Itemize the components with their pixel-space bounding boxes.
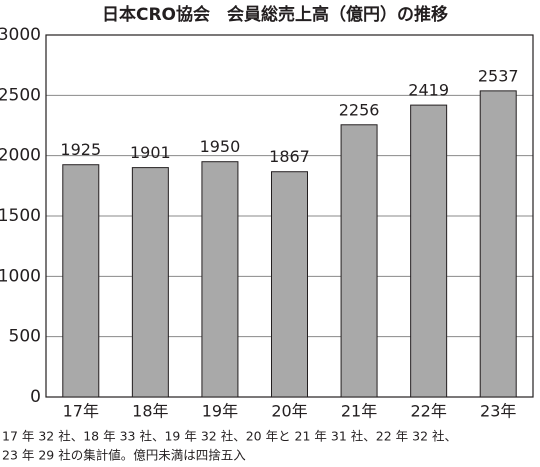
x-tick-label: 22年 xyxy=(410,402,446,421)
x-tick-label: 20年 xyxy=(271,402,307,421)
y-tick-label: 500 xyxy=(9,327,41,347)
bar xyxy=(62,164,100,398)
y-tick-label: 3000 xyxy=(0,25,41,45)
bar xyxy=(131,167,169,398)
bar xyxy=(201,161,239,398)
bar xyxy=(479,90,517,398)
bar xyxy=(410,104,448,398)
bar xyxy=(340,124,378,398)
data-label: 1901 xyxy=(130,143,171,162)
y-tick-label: 0 xyxy=(30,387,41,407)
footnote: 23 年 29 社の集計値。億円未満は四捨五入 xyxy=(2,448,246,463)
chart-title: 日本CRO協会 会員総売上高（億円）の推移 xyxy=(102,4,448,25)
x-tick-label: 23年 xyxy=(480,402,516,421)
y-tick-label: 2000 xyxy=(0,146,41,166)
footnote: 17 年 32 社、18 年 33 社、19 年 32 社、20 年と 21 年… xyxy=(2,429,457,444)
x-tick-label: 19年 xyxy=(202,402,238,421)
data-label: 2537 xyxy=(478,66,519,85)
data-label: 1925 xyxy=(60,140,101,159)
x-tick-label: 18年 xyxy=(132,402,168,421)
data-label: 2256 xyxy=(339,100,380,119)
y-tick-label: 1000 xyxy=(0,266,41,286)
y-tick-label: 2500 xyxy=(0,85,41,105)
x-tick-label: 21年 xyxy=(341,402,377,421)
y-tick-label: 1500 xyxy=(0,206,41,226)
data-label: 1867 xyxy=(269,147,310,166)
bar xyxy=(271,171,308,398)
data-label: 1950 xyxy=(200,137,241,156)
x-tick-label: 17年 xyxy=(63,402,99,421)
data-label: 2419 xyxy=(408,81,449,100)
